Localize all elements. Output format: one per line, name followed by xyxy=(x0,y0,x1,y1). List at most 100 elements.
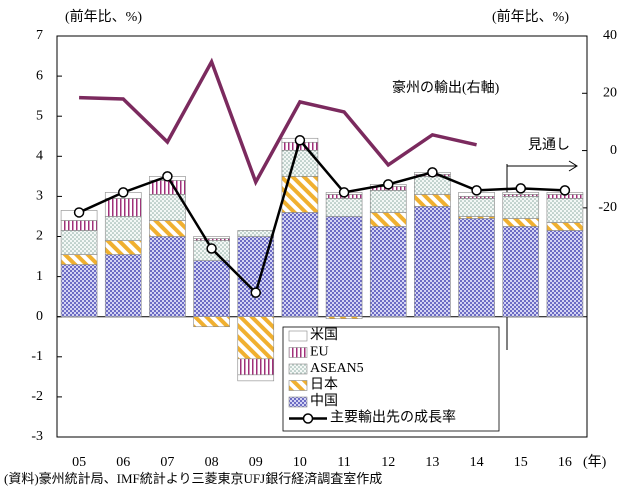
legend-label: 米国 xyxy=(310,327,338,343)
y2-tick-label: 20 xyxy=(603,86,617,101)
bar-segment xyxy=(193,236,230,239)
x-tick-label: 14 xyxy=(470,455,484,470)
bar-segment xyxy=(325,316,363,320)
x-tick-label: 16 xyxy=(558,455,572,470)
y-tick-label: 1 xyxy=(36,269,43,284)
line-marker xyxy=(427,167,438,178)
x-tick-label: 13 xyxy=(425,455,439,470)
legend-label: 主要輸出先の成長率 xyxy=(330,409,456,426)
y-tick-label: 4 xyxy=(36,149,43,164)
bar-segment xyxy=(104,254,142,317)
legend-label: ASEAN5 xyxy=(310,361,364,376)
line-marker xyxy=(250,287,261,298)
y-tick-label: 0 xyxy=(36,309,43,324)
legend-swatch xyxy=(288,380,308,391)
y2-tick-label: 40 xyxy=(603,28,617,43)
bar-segment xyxy=(369,212,407,227)
legend-swatch xyxy=(288,396,308,408)
legend-swatch xyxy=(288,347,308,358)
bar-segment xyxy=(546,198,584,223)
x-tick-label: 08 xyxy=(205,455,219,470)
legend-swatch xyxy=(288,330,308,342)
bar-segment xyxy=(104,216,142,241)
y-tick-label: -2 xyxy=(31,389,43,404)
y-axis-label: (前年比、%) xyxy=(65,8,142,25)
y-tick-label: 7 xyxy=(36,28,43,43)
bar-segment xyxy=(458,198,495,217)
bar-segment xyxy=(193,238,230,241)
bar-segment xyxy=(502,218,540,227)
bar-segment xyxy=(60,230,98,255)
x-tick-label: 07 xyxy=(160,455,174,470)
line-marker xyxy=(118,187,129,198)
bar-segment xyxy=(193,316,230,328)
bar-segment xyxy=(458,216,495,219)
x-tick-label: 10 xyxy=(293,455,307,470)
y-tick-label: 5 xyxy=(36,108,43,123)
bar-segment xyxy=(546,230,584,317)
line-marker xyxy=(338,187,350,198)
bar-segment xyxy=(149,194,186,221)
forecast-arrowhead xyxy=(568,160,578,172)
y-tick-label: 3 xyxy=(36,189,43,204)
line-marker xyxy=(206,243,217,254)
line-marker xyxy=(162,171,173,182)
bar-segment xyxy=(458,196,495,199)
legend-swatch xyxy=(288,363,308,375)
bar-segment xyxy=(458,218,495,318)
x-tick-label: 12 xyxy=(381,455,395,470)
line xyxy=(78,137,565,296)
line xyxy=(79,57,477,187)
y-tick-label: -3 xyxy=(31,429,43,444)
legend-label: EU xyxy=(310,345,329,360)
line-marker xyxy=(383,179,394,190)
line-marker xyxy=(73,207,85,218)
australia-export-annotation: 豪州の輸出(右軸) xyxy=(392,80,500,96)
y-tick-label: 6 xyxy=(36,68,43,83)
source-note: (資料)豪州統計局、IMF統計より三菱東京UFJ銀行経済調査室作成 xyxy=(4,471,382,486)
bar-segment xyxy=(325,216,363,317)
y2-axis-label: (前年比、%) xyxy=(492,8,569,25)
bar-segment xyxy=(414,176,451,195)
bar-segment xyxy=(502,226,540,318)
bar-segment xyxy=(502,194,540,197)
legend-marker xyxy=(302,413,314,424)
bar-segment xyxy=(414,194,451,207)
x-tick-label: 09 xyxy=(249,455,263,470)
bar-segment xyxy=(60,220,98,231)
bar-segment xyxy=(149,236,186,317)
line-marker xyxy=(294,135,306,146)
legend-label: 日本 xyxy=(310,377,338,393)
x-tick-label: 05 xyxy=(72,455,86,470)
bar-segment xyxy=(104,198,142,217)
y-tick-label: 2 xyxy=(36,229,43,244)
bar-segment xyxy=(369,190,407,213)
x-tick-label: 11 xyxy=(337,455,350,470)
bar-segment xyxy=(60,254,98,265)
bar-segment xyxy=(237,358,275,376)
bar-segment xyxy=(325,198,363,217)
bar-segment xyxy=(414,206,451,318)
bar-segment xyxy=(193,260,230,317)
y2-tick-label: -20 xyxy=(598,200,617,215)
bar-segment xyxy=(546,222,584,231)
bar-segment xyxy=(149,220,186,237)
x-tick-label: 06 xyxy=(116,455,130,470)
bar-segment xyxy=(369,226,407,318)
x-tick-label: 15 xyxy=(514,455,528,470)
bar-segment xyxy=(149,180,186,195)
x-axis-label: (年) xyxy=(583,454,607,470)
bar-segment xyxy=(237,374,275,382)
bar-segment xyxy=(237,316,275,360)
bar-segment xyxy=(237,230,275,237)
y-tick-label: -1 xyxy=(31,349,43,364)
y2-tick-label: 0 xyxy=(610,143,617,158)
bar-segment xyxy=(104,240,142,255)
line-marker xyxy=(515,183,526,194)
legend-label: 中国 xyxy=(310,393,338,409)
bar-segment xyxy=(502,196,540,219)
forecast-annotation: 見通し xyxy=(528,137,570,153)
line-marker xyxy=(471,185,482,196)
